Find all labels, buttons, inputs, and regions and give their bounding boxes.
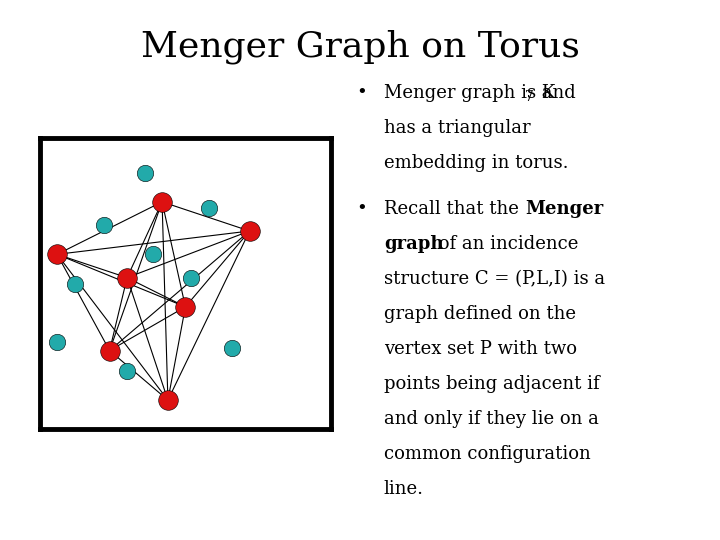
Point (179, 302, 191, 311)
Text: •: • (356, 200, 367, 218)
Text: embedding in torus.: embedding in torus. (384, 154, 568, 172)
Point (156, 198, 168, 206)
Text: Menger: Menger (525, 200, 603, 218)
Text: line.: line. (384, 481, 424, 498)
Point (98, 221, 109, 230)
Text: has a triangular: has a triangular (384, 119, 531, 137)
Text: and only if they lie on a: and only if they lie on a (384, 410, 598, 428)
Text: structure C = (P,L,I) is a: structure C = (P,L,I) is a (384, 270, 605, 288)
Point (203, 204, 215, 212)
Text: graph defined on the: graph defined on the (384, 305, 576, 323)
Text: graph: graph (384, 235, 444, 253)
Text: points being adjacent if: points being adjacent if (384, 375, 599, 393)
Point (51, 250, 63, 259)
Text: Recall that the: Recall that the (384, 200, 524, 218)
Text: •: • (356, 84, 367, 102)
Text: Menger graph is K: Menger graph is K (384, 84, 555, 102)
Text: vertex set P with two: vertex set P with two (384, 340, 577, 358)
Point (162, 396, 174, 404)
Point (244, 227, 256, 235)
Text: of an incidence: of an incidence (433, 235, 578, 253)
Point (186, 273, 197, 282)
Text: Menger Graph on Torus: Menger Graph on Torus (140, 30, 580, 64)
Point (226, 343, 238, 352)
Point (104, 346, 115, 355)
Point (139, 168, 150, 177)
Text: 7: 7 (525, 90, 534, 104)
Point (148, 250, 159, 259)
Point (51, 338, 63, 346)
Text: and: and (536, 84, 576, 102)
Point (121, 273, 132, 282)
Text: common configuration: common configuration (384, 445, 590, 463)
Point (121, 367, 132, 375)
Point (69, 279, 81, 288)
